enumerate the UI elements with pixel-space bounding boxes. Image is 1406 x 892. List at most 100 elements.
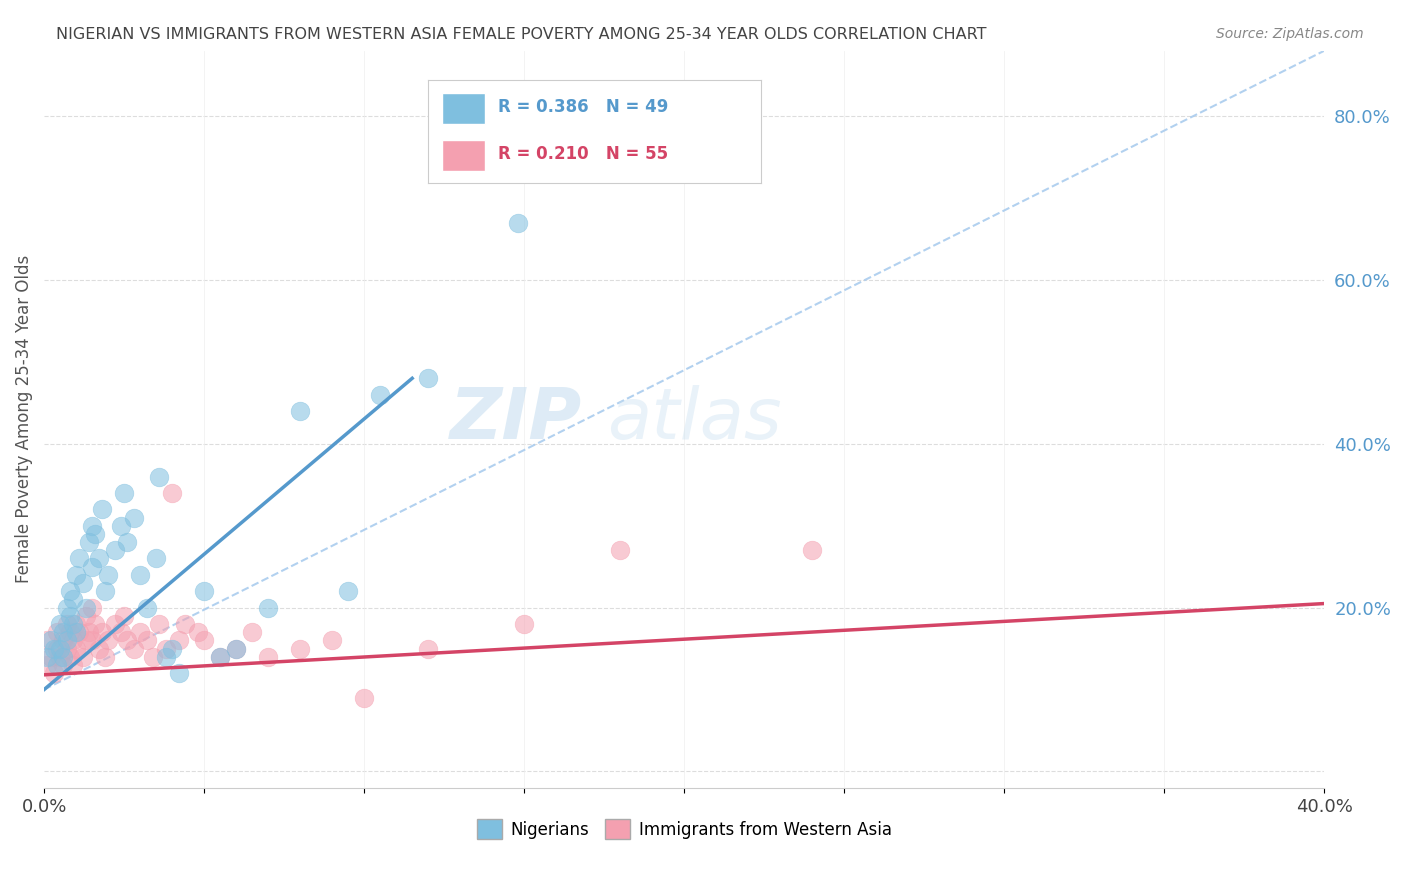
Point [94,649,117,664]
Point [110,518,132,533]
Point [82,559,104,574]
Point [75,608,97,623]
Point [225,641,247,656]
Point [62,592,84,607]
Point [82,633,104,648]
Point [288,641,311,656]
Point [94,584,117,599]
Point [82,600,104,615]
Point [72,649,94,664]
Point [155,641,177,656]
Point [353,690,375,705]
Point [77,625,100,640]
Point [55,617,77,632]
Point [82,518,104,533]
Point [37,633,59,648]
Point [39,649,62,664]
Point [209,649,232,664]
Point [37,649,59,664]
Point [418,641,440,656]
Point [59,584,82,599]
Point [59,608,82,623]
Point [84,527,107,541]
Point [148,617,170,632]
Point [257,600,280,615]
Point [129,625,152,640]
Point [90,625,112,640]
Point [77,535,100,549]
Point [225,641,247,656]
Point [122,510,145,524]
Text: NIGERIAN VS IMMIGRANTS FROM WESTERN ASIA FEMALE POVERTY AMONG 25-34 YEAR OLDS CO: NIGERIAN VS IMMIGRANTS FROM WESTERN ASIA… [56,27,987,42]
Point [801,543,824,558]
Point [103,543,125,558]
Point [160,486,183,500]
Point [52,625,75,640]
Point [84,617,107,632]
Point [513,617,536,632]
Legend: Nigerians, Immigrants from Western Asia: Nigerians, Immigrants from Western Asia [470,813,898,846]
Point [122,641,145,656]
Point [110,625,132,640]
Point [187,625,209,640]
Point [87,641,110,656]
Point [37,657,59,672]
Point [55,633,77,648]
Point [49,641,72,656]
Point [97,567,120,582]
Point [52,649,75,664]
Point [193,633,215,648]
Point [65,617,87,632]
Point [62,617,84,632]
Point [321,633,343,648]
Point [42,641,65,656]
Point [135,633,157,648]
Point [673,117,696,131]
Point [55,600,77,615]
Point [117,633,139,648]
Point [142,649,165,664]
Point [87,551,110,566]
Point [240,625,263,640]
Point [418,371,440,385]
Point [75,633,97,648]
Point [103,617,125,632]
Point [45,641,67,656]
Point [337,584,360,599]
Text: Source: ZipAtlas.com: Source: ZipAtlas.com [1216,27,1364,41]
Point [42,666,65,681]
Point [72,576,94,591]
Point [167,633,190,648]
Point [97,633,120,648]
Point [129,567,152,582]
Point [59,649,82,664]
Point [368,387,391,401]
Point [62,657,84,672]
Point [193,584,215,599]
Point [288,404,311,418]
Point [145,551,167,566]
Point [62,633,84,648]
Point [160,641,183,656]
Point [39,633,62,648]
Point [75,600,97,615]
Point [52,633,75,648]
Point [209,649,232,664]
Point [155,649,177,664]
Point [609,543,631,558]
Point [112,608,135,623]
Y-axis label: Female Poverty Among 25-34 Year Olds: Female Poverty Among 25-34 Year Olds [15,255,32,583]
Point [59,625,82,640]
Point [117,535,139,549]
Point [55,641,77,656]
Point [45,625,67,640]
Point [174,617,197,632]
Point [65,567,87,582]
Point [257,649,280,664]
Point [67,551,90,566]
Point [506,216,529,230]
Point [148,469,170,483]
Point [45,657,67,672]
Point [67,625,90,640]
Point [49,649,72,664]
